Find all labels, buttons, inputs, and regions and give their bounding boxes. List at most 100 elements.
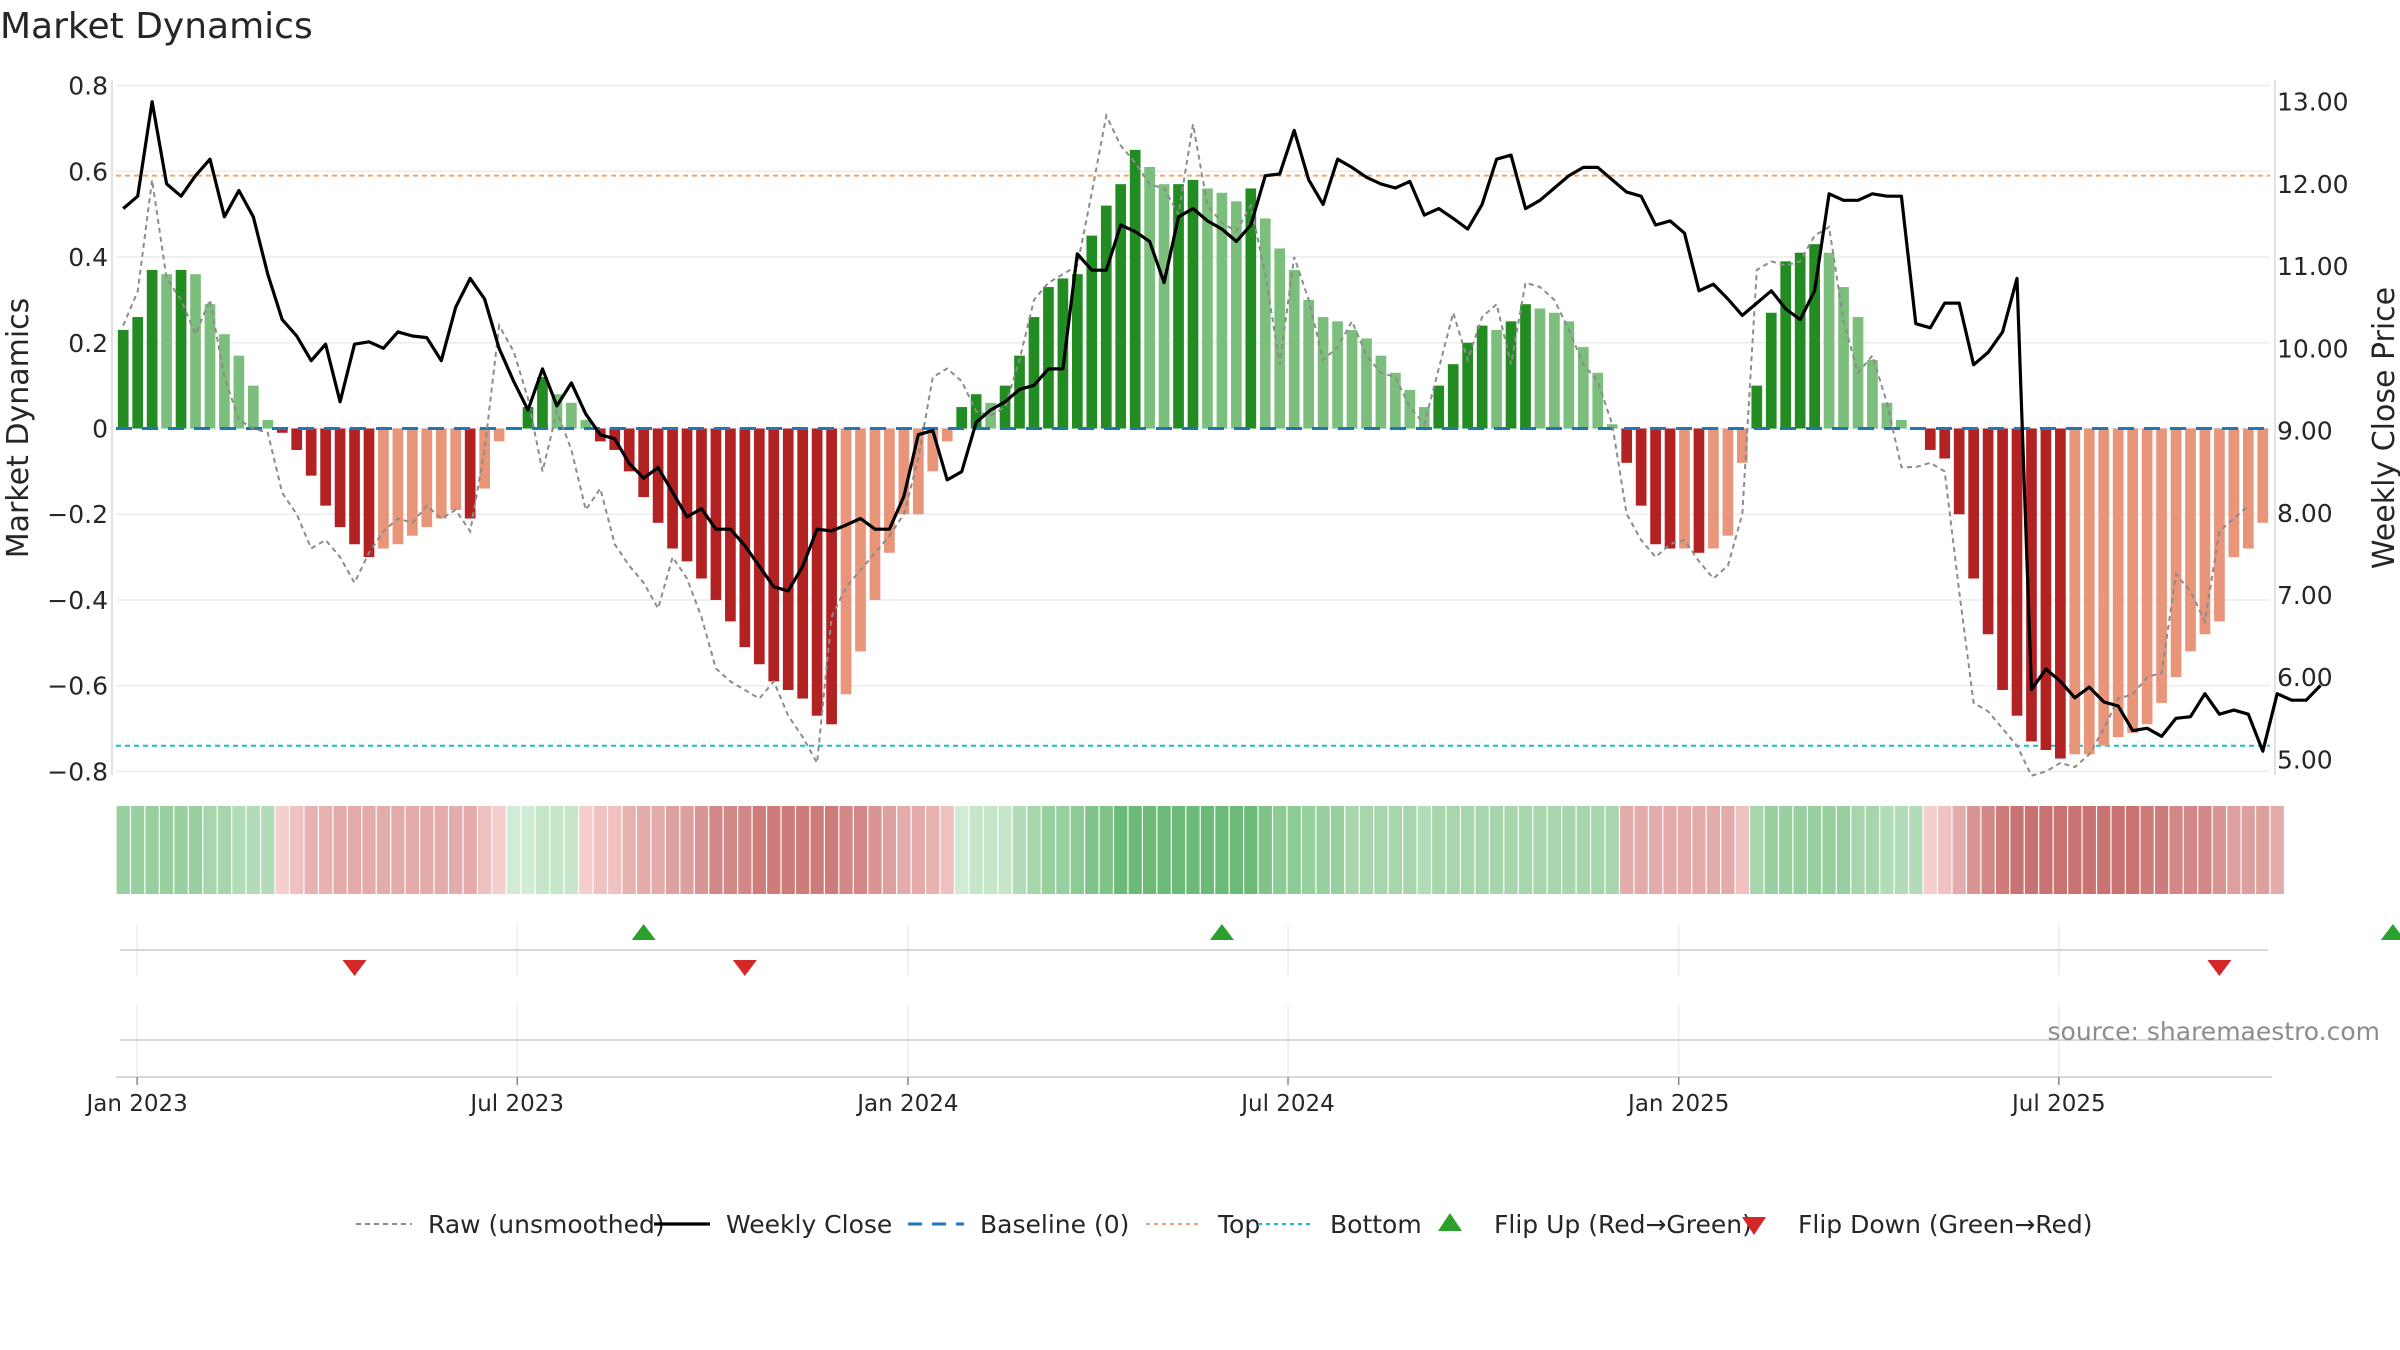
dynamics-bar <box>1129 149 1141 429</box>
regime-strip-cell <box>853 806 868 894</box>
right-y-tick-label: 8.00 <box>2277 499 2333 528</box>
dynamics-bar <box>204 304 216 429</box>
dynamics-bar <box>1896 419 1907 429</box>
regime-strip-cell <box>1605 806 1619 894</box>
regime-strip-cell <box>897 806 911 894</box>
legend-label: Baseline (0) <box>980 1210 1129 1239</box>
dynamics-bar <box>493 428 505 442</box>
regime-strip-cell <box>159 806 174 894</box>
regime-strip-cell <box>1200 806 1215 894</box>
right-y-tick-label: 12.00 <box>2277 170 2349 199</box>
regime-strip-cell <box>1562 806 1576 894</box>
regime-strip-cell <box>1229 806 1243 894</box>
dynamics-bar <box>1303 299 1314 429</box>
regime-strip-cell <box>2140 806 2154 894</box>
flip-down-marker <box>732 960 757 976</box>
dynamics-bars <box>116 149 2270 759</box>
regime-strip-cell <box>1533 806 1547 894</box>
dynamics-bar <box>2199 428 2211 635</box>
x-axis-ticks: Jan 2023 Jul 2023 Jan 2024 Jul 2024 Jan 2025… <box>84 1077 2106 1117</box>
regime-strip-cell <box>1056 806 1070 894</box>
regime-strip-cell <box>1909 806 1923 894</box>
regime-strip-cell <box>2227 806 2241 894</box>
dynamics-bar <box>999 385 1011 429</box>
regime-strip-cell <box>1677 806 1692 894</box>
dynamics-bar <box>2185 428 2196 652</box>
dynamics-bar <box>1635 428 1647 506</box>
regime-strip-cell <box>2154 806 2169 894</box>
regime-strip-cell <box>506 806 521 894</box>
regime-strip-cell <box>1620 806 1634 894</box>
regime-strip-cell <box>1822 806 1836 894</box>
dynamics-bar <box>652 428 664 523</box>
dynamics-bar <box>2141 428 2153 725</box>
regime-strip-cell <box>694 806 709 894</box>
dynamics-bar <box>1997 428 2008 690</box>
regime-strip-cell <box>203 806 217 894</box>
weekly-close-line <box>122 100 2322 753</box>
dynamics-bar <box>1679 428 1690 549</box>
dynamics-bar <box>1447 364 1459 429</box>
regime-strip-cell <box>665 806 680 894</box>
regime-strip-cell <box>1157 806 1171 894</box>
chart-title: Market Dynamics <box>0 6 313 47</box>
regime-strip-cell <box>1735 806 1749 894</box>
left-y-tick-label: −0.8 <box>47 757 108 786</box>
x-tick-label: Jan 2024 <box>855 1091 958 1117</box>
regime-strip-cell <box>2126 806 2140 894</box>
dynamics-bar <box>2156 428 2167 703</box>
regime-strip-cell <box>1446 806 1460 894</box>
regime-strip-cell <box>2097 806 2111 894</box>
dynamics-bar <box>2098 428 2110 746</box>
regime-strip-cell <box>1750 806 1764 894</box>
left-y-tick-label: 0.8 <box>68 72 108 101</box>
dynamics-bar <box>320 428 331 506</box>
legend-swatch <box>1438 1213 1462 1231</box>
dynamics-bar <box>1173 184 1184 429</box>
legend-label: Weekly Close <box>726 1210 892 1239</box>
regime-strip-cell <box>1504 806 1518 894</box>
regime-strip-cell <box>1865 806 1880 894</box>
raw-series <box>122 112 2249 777</box>
regime-strip-cell <box>1287 806 1301 894</box>
source-credit: source: sharemaestro.com <box>2048 1017 2381 1046</box>
right-y-tick-label: 5.00 <box>2277 745 2333 774</box>
right-y-ticks: 13.00 12.00 11.00 10.00 9.00 8.00 7.00 6.00 5.00 <box>2277 88 2349 775</box>
dynamics-bar <box>1563 321 1575 429</box>
dynamics-bar <box>1346 329 1358 429</box>
left-y-tick-label: −0.6 <box>47 672 108 701</box>
regime-strip-cell <box>1836 806 1851 894</box>
left-y-tick-label: −0.2 <box>47 500 108 529</box>
regime-strip-cell <box>1692 806 1706 894</box>
dynamics-bar <box>768 428 780 682</box>
dynamics-bar <box>912 428 924 515</box>
regime-strip-cell <box>2183 806 2198 894</box>
regime-strip-cell <box>651 806 665 894</box>
dynamics-bar <box>840 428 852 695</box>
dynamics-bar <box>233 355 245 429</box>
dynamics-bar <box>1274 248 1286 429</box>
regime-strip-cell <box>1489 806 1504 894</box>
legend-item: Baseline (0) <box>908 1210 1129 1239</box>
regime-strip-cell <box>1706 806 1721 894</box>
regime-strip-cell <box>304 806 318 894</box>
dynamics-bar <box>1736 428 1748 463</box>
dynamics-bar <box>2170 428 2182 678</box>
regime-strip-cell <box>478 806 492 894</box>
regime-strip-cell <box>1923 806 1937 894</box>
dynamics-bar <box>1751 385 1763 429</box>
regime-strip-cell <box>2039 806 2053 894</box>
regime-strip-cell <box>1027 806 1041 894</box>
regime-strip-cell <box>232 806 246 894</box>
dynamics-bar <box>1664 428 1676 549</box>
regime-strip-cell <box>709 806 723 894</box>
regime-strip-cell <box>116 806 130 894</box>
dynamics-bar <box>2069 428 2081 755</box>
regime-strip-cell <box>767 806 781 894</box>
regime-strip-cell <box>188 806 203 894</box>
legend-item: Raw (unsmoothed) <box>356 1210 665 1239</box>
regime-strip-cell <box>1851 806 1865 894</box>
dynamics-bar <box>1982 428 1994 635</box>
left-y-axis-label: Market Dynamics <box>1 298 36 559</box>
left-y-tick-label: 0 <box>92 415 108 444</box>
